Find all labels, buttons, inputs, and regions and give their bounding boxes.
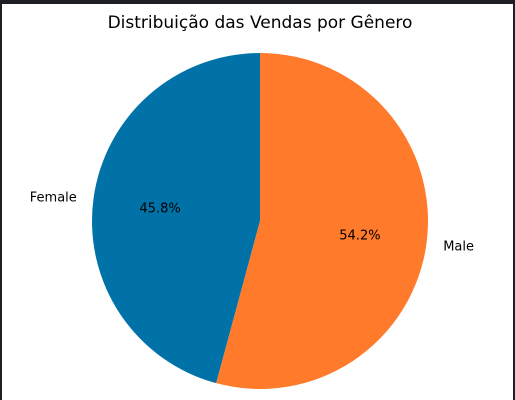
chart-title: Distribuição das Vendas por Gênero — [108, 13, 413, 33]
window-right-border — [513, 0, 515, 400]
pie-slice-male — [216, 53, 429, 389]
pie-slice-female — [92, 53, 260, 384]
window-top-border — [0, 0, 515, 4]
slice-percent-female: 45.8% — [139, 202, 180, 217]
slice-percent-male: 54.2% — [339, 228, 380, 243]
pie-slices — [92, 53, 429, 389]
slice-label-male: Male — [443, 239, 474, 254]
pie-labels: Female 45.8% Male 54.2% — [30, 191, 474, 255]
slice-label-female: Female — [30, 191, 77, 206]
window-left-border — [0, 0, 2, 400]
